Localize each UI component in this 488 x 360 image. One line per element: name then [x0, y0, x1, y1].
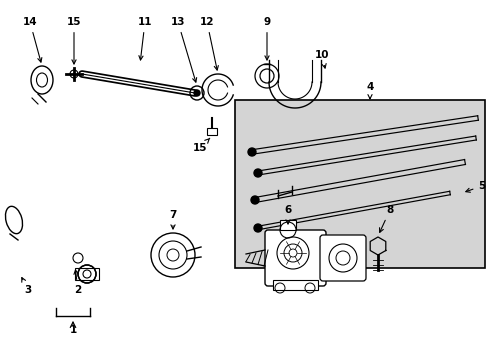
Text: 11: 11 [138, 17, 152, 60]
Circle shape [194, 90, 200, 96]
Text: 7: 7 [169, 210, 176, 229]
Text: 9: 9 [263, 17, 270, 60]
Bar [272, 280, 317, 290]
Circle shape [247, 148, 256, 156]
Text: 15: 15 [192, 138, 209, 153]
Circle shape [253, 224, 262, 232]
Text: 13: 13 [170, 17, 196, 82]
Text: 2: 2 [74, 270, 81, 295]
Text: 12: 12 [199, 17, 218, 70]
Bar [206, 128, 217, 135]
Circle shape [253, 169, 262, 177]
FancyBboxPatch shape [319, 235, 365, 281]
Text: 1: 1 [69, 325, 77, 335]
Bar [280, 220, 295, 230]
Text: 6: 6 [284, 205, 291, 224]
Text: 5: 5 [465, 181, 485, 192]
Text: 10: 10 [314, 50, 328, 68]
Text: 15: 15 [67, 17, 81, 64]
Bar [75, 268, 99, 280]
Text: 4: 4 [366, 82, 373, 99]
Text: 3: 3 [22, 278, 32, 295]
Bar [235, 100, 484, 268]
Text: 8: 8 [379, 205, 393, 232]
FancyBboxPatch shape [264, 230, 325, 286]
Circle shape [250, 196, 259, 204]
Text: 14: 14 [22, 17, 42, 62]
